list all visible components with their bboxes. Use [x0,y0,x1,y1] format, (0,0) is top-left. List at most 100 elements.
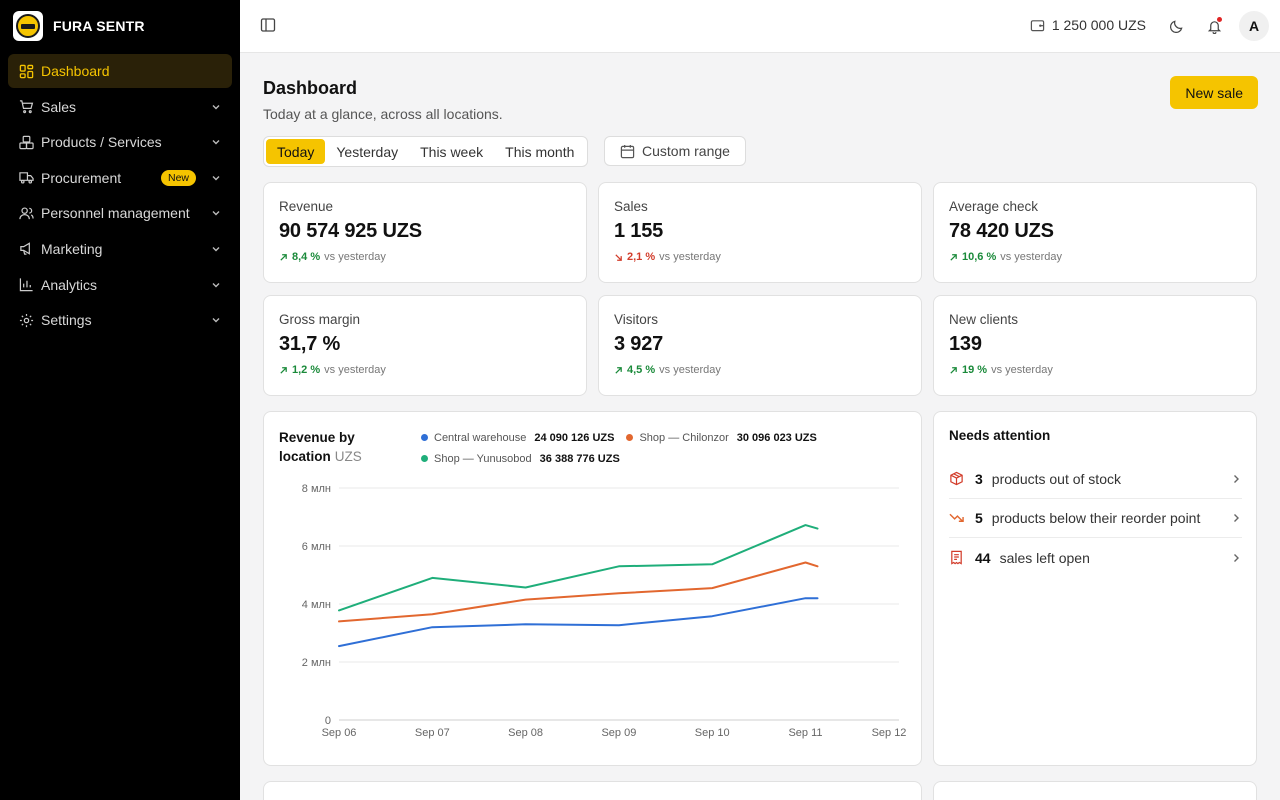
chevron-right-icon [1230,552,1242,564]
new-badge: New [160,169,196,186]
attention-count: 44 [975,549,991,566]
custom-range-button[interactable]: Custom range [604,136,746,166]
page-subtitle: Today at a glance, across all locations. [263,106,503,122]
kpi-label: Average check [949,199,1039,214]
new-sale-button[interactable]: New sale [1170,76,1258,109]
sidebar-item-settings[interactable]: Settings [8,303,232,337]
sidebar-item-marketing[interactable]: Marketing [8,232,232,266]
period-selector: Today Yesterday This week This month [263,136,589,167]
sidebar-item-label: Settings [41,312,92,329]
kpi-card-gross-margin: Gross margin 31,7 % 1,2 % vs yesterday [263,295,587,396]
kpi-value: 90 574 925 UZS [279,220,422,242]
attention-item-open-sales[interactable]: 44 sales left open [949,538,1242,577]
period-this-month[interactable]: This month [505,143,575,160]
legend-dot [626,434,634,441]
chevron-down-icon [210,101,222,113]
attention-count: 3 [975,471,983,487]
chevron-down-icon [210,279,222,291]
attention-item-out-of-stock[interactable]: 3 products out of stock [949,460,1242,499]
avatar[interactable]: A [1239,11,1269,41]
kpi-delta-value: 10,6 % [962,251,997,263]
kpi-delta-value: 1,2 % [292,364,321,376]
custom-range-label: Custom range [642,143,730,159]
y-tick-label: 8 млн [302,483,331,495]
kpi-delta: 19 % vs yesterday [949,364,1241,376]
attention-item-below-reorder[interactable]: 5 products below their reorder point [949,499,1242,538]
legend-item[interactable]: Central warehouse 24 090 126 UZS [421,427,614,448]
chart-unit: UZS [334,449,362,464]
legend-item[interactable]: Shop — Yunusobod 36 388 776 UZS [421,448,620,469]
sidebar-item-label: Dashboard [41,63,110,79]
legend-name: Central warehouse [434,431,527,444]
gear-icon [18,312,34,328]
period-today[interactable]: Today [266,139,326,164]
kpi-delta-value: 19 % [962,364,988,376]
kpi-label: Visitors [614,312,659,327]
period-this-week[interactable]: This week [420,143,484,160]
bell-icon[interactable] [1204,16,1224,36]
x-tick-label: Sep 09 [601,727,636,739]
period-yesterday[interactable]: Yesterday [336,143,399,160]
moon-icon[interactable] [1166,16,1186,36]
attention-text: products out of stock [991,471,1121,487]
needs-attention-title: Needs attention [949,428,1051,443]
page-title: Dashboard [263,78,358,98]
kpi-value: 78 420 UZS [949,220,1054,242]
arrow-up-right-icon [280,253,287,261]
brand[interactable]: FURA SENTR [13,11,145,41]
sidebar-item-label: Sales [41,98,77,115]
x-tick-label: Sep 07 [415,727,450,739]
attention-text: products below their reorder point [991,510,1201,526]
sidebar-item-personnel-management[interactable]: Personnel management [8,196,232,230]
arrow-up-right-icon [615,366,622,374]
sidebar-toggle-icon[interactable] [260,17,278,35]
kpi-value: 139 [949,333,982,355]
legend-dot [421,434,428,441]
megaphone-icon [18,241,34,257]
arrow-down-right-icon [615,253,622,261]
y-tick-label: 2 млн [302,657,331,669]
kpi-delta-value: 2,1 % [627,251,656,263]
sidebar-item-dashboard[interactable]: Dashboard [8,54,232,88]
chevron-down-icon [210,207,222,219]
kpi-card-new-clients: New clients 139 19 % vs yesterday [933,295,1257,396]
y-tick-label: 4 млн [302,599,331,611]
arrow-up-right-icon [950,253,957,261]
chart-legend: Central warehouse 24 090 126 UZS Shop — … [421,427,901,469]
kpi-delta: 4,5 % vs yesterday [614,364,906,376]
x-tick-label: Sep 06 [322,727,357,739]
sidebar-item-label: Personnel management [41,205,190,222]
calendar-icon [620,144,635,158]
kpi-label: Revenue [279,199,334,214]
kpi-label: New clients [949,312,1019,327]
truck-icon [18,170,34,186]
sidebar-item-analytics[interactable]: Analytics [8,268,232,302]
series-line [338,597,819,648]
card-below-left [263,781,922,800]
kpi-delta-caption: vs yesterday [1000,251,1062,263]
kpi-value: 3 927 [614,333,664,355]
trend-down-icon [949,510,965,526]
kpi-label: Gross margin [279,312,361,327]
x-tick-label: Sep 08 [508,727,543,739]
legend-item[interactable]: Shop — Chilonzor 30 096 023 UZS [626,427,817,448]
sidebar-item-sales[interactable]: Sales [8,90,232,124]
kpi-delta-caption: vs yesterday [324,364,386,376]
kpi-card-average-check: Average check 78 420 UZS 10,6 % vs yeste… [933,182,1257,283]
kpi-card-visitors: Visitors 3 927 4,5 % vs yesterday [598,295,922,396]
main-content: Dashboard Today at a glance, across all … [240,53,1280,800]
sidebar-item-label: Procurement [41,169,122,186]
sidebar: FURA SENTR Dashboard Sales Products / Se… [0,0,240,800]
kpi-value: 1 155 [614,220,664,242]
x-tick-label: Sep 12 [872,727,907,739]
topbar: 1 250 000 UZS A [240,0,1280,53]
balance[interactable]: 1 250 000 UZS [1030,17,1146,33]
y-tick-label: 6 млн [302,541,331,553]
logo [13,11,43,41]
kpi-delta: 8,4 % vs yesterday [279,251,571,263]
sidebar-nav: Dashboard Sales Products / Services Proc… [8,54,232,339]
package-icon [949,471,965,487]
attention-count: 5 [975,510,983,526]
sidebar-item-procurement[interactable]: Procurement New [8,161,232,195]
sidebar-item-products-services[interactable]: Products / Services [8,125,232,159]
